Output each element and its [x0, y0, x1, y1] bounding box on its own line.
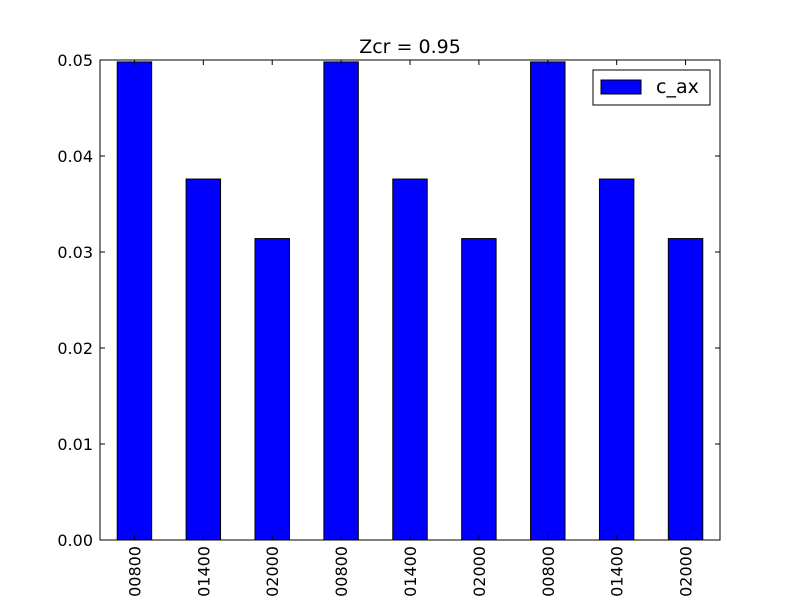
bar-1 [116, 61, 153, 541]
bar-3 [254, 238, 290, 541]
ticks-layer: 00800 01400 02000 00800 01400 02000 00800 01400… [57, 51, 720, 597]
bar-9 [667, 238, 704, 541]
y-tick-label: 0.05 [57, 51, 93, 70]
x-tick-label: 02000 [470, 546, 489, 597]
y-tick-label: 0.04 [57, 147, 93, 166]
y-tick-label: 0.02 [57, 339, 93, 358]
x-tick-label: 01400 [608, 546, 627, 597]
y-tick-label: 0.00 [57, 531, 93, 550]
x-tick-label: 00800 [125, 546, 144, 597]
bar-8 [598, 178, 635, 541]
chart-title: Zcr = 0.95 [359, 36, 461, 58]
x-tick-label: 00800 [539, 546, 558, 597]
bar-5 [392, 178, 428, 541]
x-tick-label: 02000 [263, 546, 282, 597]
legend-swatch [600, 79, 642, 95]
bar-4 [323, 61, 359, 541]
plot-frame [99, 59, 721, 541]
x-tick-label: 01400 [194, 546, 213, 597]
legend: c_ax [592, 69, 711, 106]
x-tick-label: 01400 [401, 546, 420, 597]
x-tick-label: 02000 [677, 546, 696, 597]
legend-label: c_ax [656, 76, 699, 98]
bar-2 [185, 178, 222, 541]
y-tick-label: 0.03 [57, 243, 93, 262]
bar-7 [530, 61, 566, 541]
x-tick-label: 00800 [332, 546, 351, 597]
y-tick-label: 0.01 [57, 435, 93, 454]
bars-layer [116, 61, 704, 541]
bar-6 [461, 238, 497, 541]
